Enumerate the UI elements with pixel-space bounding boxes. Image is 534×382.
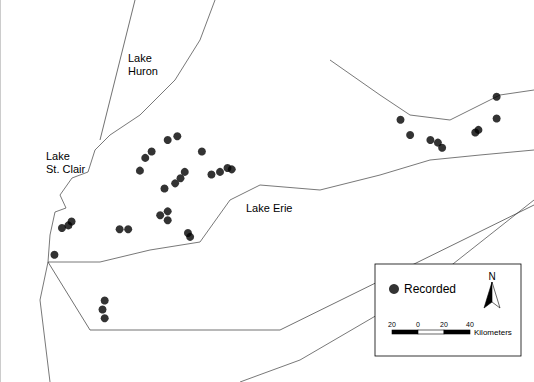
svg-text:40: 40: [466, 321, 474, 328]
svg-text:LakeHuron: LakeHuron: [128, 52, 158, 77]
svg-text:LakeSt. Clair: LakeSt. Clair: [46, 150, 85, 175]
svg-text:Recorded: Recorded: [404, 282, 456, 296]
svg-text:N: N: [488, 271, 495, 282]
svg-text:20: 20: [440, 321, 448, 328]
svg-text:0: 0: [416, 321, 420, 328]
svg-text:Lake Erie: Lake Erie: [246, 202, 292, 214]
svg-text:Kilometers: Kilometers: [474, 328, 512, 337]
svg-text:20: 20: [388, 321, 396, 328]
